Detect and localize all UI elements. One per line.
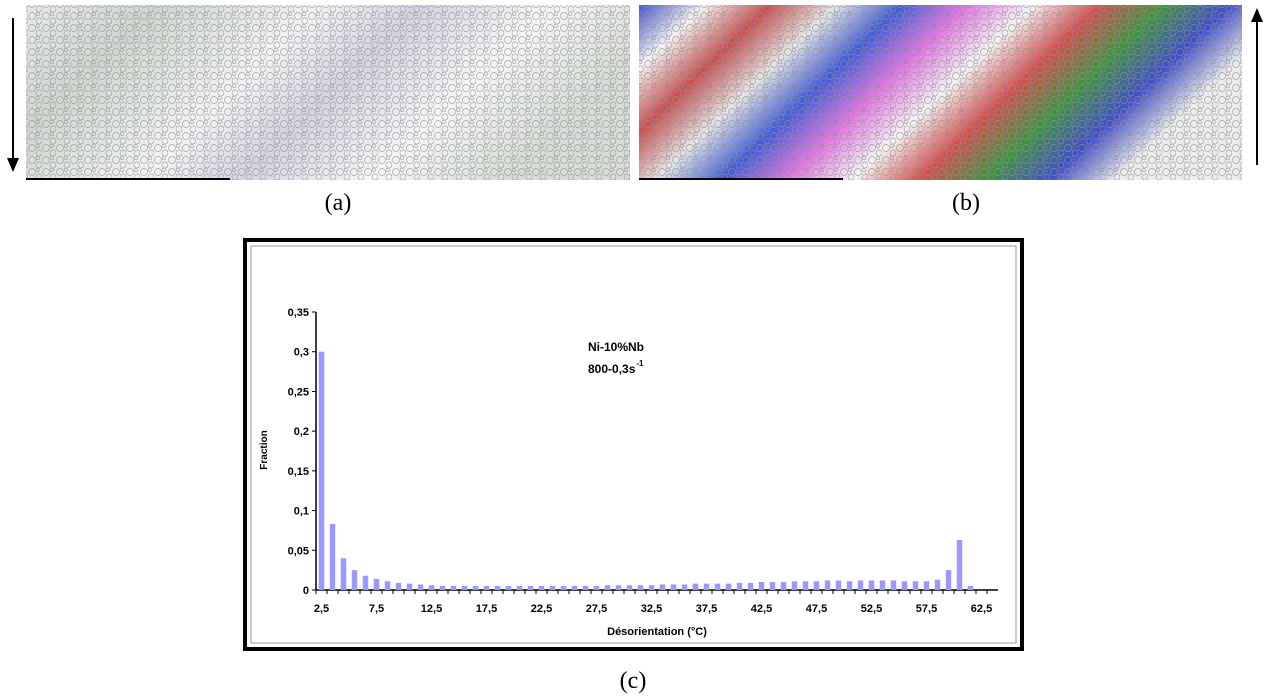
x-tick-label: 32,5 — [641, 603, 662, 615]
y-tick-label: 0,25 — [288, 386, 309, 398]
bar — [824, 580, 831, 590]
bar — [428, 585, 435, 590]
bar — [659, 584, 666, 590]
bar — [362, 575, 369, 590]
y-tick-label: 0,3 — [294, 347, 309, 359]
bar — [956, 539, 963, 590]
annotation: Ni-10%Nb — [588, 340, 644, 354]
bar — [549, 586, 556, 590]
bar — [780, 582, 787, 590]
bar — [329, 524, 336, 590]
bar — [758, 582, 765, 590]
y-axis-label: Fraction — [259, 430, 270, 469]
x-tick-label: 52,5 — [861, 603, 882, 615]
y-tick-label: 0 — [303, 585, 309, 597]
bar — [538, 586, 545, 590]
micrograph-b — [639, 5, 1242, 180]
x-tick-label: 27,5 — [586, 603, 607, 615]
bar — [560, 586, 567, 590]
chart-inner-frame — [250, 245, 1017, 644]
bar — [835, 580, 842, 590]
x-tick-label: 2,5 — [314, 603, 329, 615]
bar — [351, 570, 358, 590]
bar — [450, 586, 457, 590]
bar — [747, 582, 754, 590]
bar — [901, 581, 908, 590]
bar — [736, 582, 743, 590]
x-tick-label: 37,5 — [696, 603, 717, 615]
bar — [439, 586, 446, 590]
x-tick-label: 42,5 — [751, 603, 772, 615]
bar — [890, 580, 897, 590]
bar — [769, 582, 776, 590]
bar — [945, 570, 952, 590]
bar — [340, 558, 347, 590]
x-tick-label: 22,5 — [531, 603, 552, 615]
arrow-down — [7, 18, 19, 172]
bar — [472, 586, 479, 590]
bar — [868, 580, 875, 590]
y-tick-label: 0,2 — [294, 426, 309, 438]
x-tick-label: 12,5 — [421, 603, 442, 615]
bar — [626, 585, 633, 590]
bar — [879, 580, 886, 590]
bar — [384, 581, 391, 590]
x-tick-label: 17,5 — [476, 603, 497, 615]
arrow-up — [1251, 8, 1263, 165]
bar — [417, 584, 424, 590]
bar — [571, 586, 578, 590]
bar — [582, 586, 589, 590]
micrograph-a — [26, 5, 630, 180]
bar — [846, 581, 853, 590]
bar — [483, 586, 490, 590]
bar — [373, 578, 380, 590]
bar — [802, 581, 809, 590]
bar — [813, 581, 820, 590]
y-tick-label: 0,15 — [288, 466, 309, 478]
y-tick-label: 0,1 — [294, 506, 309, 518]
x-tick-label: 47,5 — [806, 603, 827, 615]
bar — [681, 584, 688, 590]
x-tick-label: 57,5 — [916, 603, 937, 615]
bar — [923, 581, 930, 590]
bar — [857, 580, 864, 590]
bar — [934, 579, 941, 590]
bar — [516, 586, 523, 590]
y-tick-label: 0,35 — [288, 307, 309, 319]
bar — [494, 586, 501, 590]
bar — [791, 581, 798, 590]
annotation-superscript: -1 — [636, 359, 644, 368]
bar — [505, 586, 512, 590]
bar — [395, 582, 402, 590]
bar — [604, 585, 611, 590]
bar — [714, 583, 721, 590]
caption: (a) — [325, 190, 352, 216]
bar — [648, 585, 655, 590]
x-axis-label: Désorientation (°C) — [607, 626, 707, 638]
bar — [967, 586, 974, 590]
bar — [593, 586, 600, 590]
bar — [670, 584, 677, 590]
annotation: 800-0,3s — [588, 362, 636, 376]
bar — [725, 583, 732, 590]
caption: (c) — [620, 668, 647, 694]
bar — [637, 585, 644, 590]
bar — [461, 586, 468, 590]
bar — [527, 586, 534, 590]
x-tick-label: 7,5 — [369, 603, 384, 615]
bar — [692, 583, 699, 590]
bar — [912, 581, 919, 590]
caption: (b) — [952, 190, 980, 216]
chart: 0 0,05 0,1 0,15 0,2 0,25 0,3 0,35 2,5 7,5 12,5 17,5… — [259, 307, 998, 638]
bar — [318, 351, 325, 590]
x-tick-label: 62,5 — [971, 603, 992, 615]
bar — [406, 583, 413, 590]
y-tick-label: 0,05 — [288, 545, 309, 557]
bar — [703, 583, 710, 590]
bar — [615, 585, 622, 590]
